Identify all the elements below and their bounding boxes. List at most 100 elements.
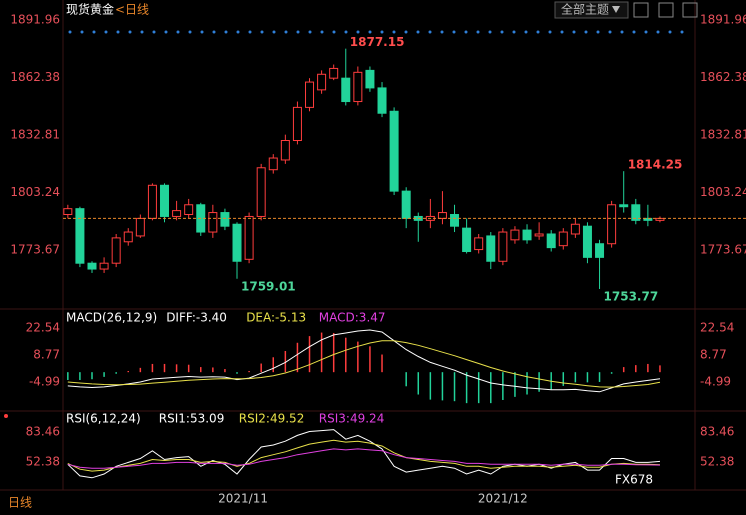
indicator-dot xyxy=(68,30,72,34)
candle-body xyxy=(256,167,266,217)
indicator-dot xyxy=(500,30,504,34)
indicator-dot xyxy=(584,30,588,34)
indicator-dot xyxy=(200,30,204,34)
series-line xyxy=(67,340,661,388)
indicator-dot xyxy=(572,30,576,34)
indicator-dot xyxy=(536,30,540,34)
candle-body xyxy=(172,210,182,217)
indicator-dot xyxy=(140,30,144,34)
indicator-dot xyxy=(608,30,612,34)
y-tick-label-right: 22.54 xyxy=(700,320,734,334)
y-tick-label: 1773.67 xyxy=(10,243,60,257)
indicator-dot xyxy=(392,30,396,34)
y-tick-label-right: 1891.96 xyxy=(700,12,746,26)
x-tick-label: 2021/12 xyxy=(478,492,528,506)
candle-body xyxy=(147,184,157,219)
candle-body xyxy=(305,81,315,108)
candle-body xyxy=(486,235,496,262)
indicator-dot xyxy=(596,30,600,34)
low-annotation: 1759.01 xyxy=(241,279,296,293)
candle-body xyxy=(377,87,387,114)
high-annotation: 1814.25 xyxy=(628,158,683,172)
indicator-dot xyxy=(260,30,264,34)
footer-period[interactable]: 日线 xyxy=(8,496,32,510)
y-tick-label: 22.54 xyxy=(26,320,60,334)
candle-body xyxy=(232,223,242,262)
candle-body xyxy=(498,231,508,262)
theme-button-label[interactable]: 全部主题 xyxy=(561,2,609,17)
candle-body xyxy=(353,71,363,103)
y-tick-label-right: 1773.67 xyxy=(700,243,746,257)
indicator-dot xyxy=(128,30,132,34)
candle-body xyxy=(280,139,290,161)
legend-entry: MACD:3.47 xyxy=(319,311,386,325)
instrument: 现货黄金 xyxy=(66,2,114,17)
indicator-dot xyxy=(176,30,180,34)
indicator-dot xyxy=(380,30,384,34)
indicator-dot xyxy=(680,30,684,34)
candle-body xyxy=(450,214,460,227)
candle-body xyxy=(160,184,170,217)
candle-body xyxy=(534,233,544,237)
indicator-dot xyxy=(212,30,216,34)
candle-body xyxy=(135,217,145,237)
indicator-dot xyxy=(404,30,408,34)
candle-body xyxy=(63,208,73,216)
y-tick-label-right: 52.38 xyxy=(700,455,734,469)
candle-body xyxy=(75,208,85,264)
indicator-dot xyxy=(428,30,432,34)
indicator-dot xyxy=(344,30,348,34)
candle-body xyxy=(365,69,375,89)
y-tick-label: -4.99 xyxy=(29,374,60,388)
candle-body xyxy=(208,212,218,233)
series-line xyxy=(67,329,661,393)
icon-button[interactable] xyxy=(633,2,649,18)
y-tick-label-right: 8.77 xyxy=(700,347,727,361)
candle-body xyxy=(631,204,641,221)
y-tick-label: 8.77 xyxy=(33,347,60,361)
indicator-dot xyxy=(116,30,120,34)
candle-body xyxy=(292,106,302,141)
legend-entry: RSI1:53.09 xyxy=(159,412,225,426)
candle-body xyxy=(268,157,278,171)
indicator-dot xyxy=(440,30,444,34)
candle-body xyxy=(389,110,399,192)
candle-body xyxy=(546,233,556,249)
y-tick-label: 1803.24 xyxy=(10,185,60,199)
candle-body xyxy=(244,215,254,260)
indicator-dot xyxy=(236,30,240,34)
icon-button[interactable] xyxy=(658,2,674,18)
legend-entry: DEA:-5.13 xyxy=(246,311,306,325)
y-tick-label: 1891.96 xyxy=(10,12,60,26)
y-tick-label-right: 1803.24 xyxy=(700,185,746,199)
candle-body xyxy=(99,262,109,270)
indicator-dot xyxy=(512,30,516,34)
indicator-dot xyxy=(416,30,420,34)
dropdown-icon[interactable] xyxy=(612,6,620,13)
indicator-dot xyxy=(332,30,336,34)
candle-body xyxy=(474,237,484,251)
y-tick-label-right: 83.46 xyxy=(700,425,734,439)
indicator-dot xyxy=(152,30,156,34)
candle-body xyxy=(184,204,194,216)
y-tick-label-right: -4.99 xyxy=(700,374,731,388)
frame xyxy=(0,0,746,491)
theme-button[interactable] xyxy=(554,1,629,19)
indicator-dot xyxy=(524,30,528,34)
y-tick-label: 52.38 xyxy=(26,455,60,469)
indicator-dot xyxy=(164,30,168,34)
candle-body xyxy=(437,212,447,219)
candle-body xyxy=(607,204,617,245)
y-tick-label: 1862.38 xyxy=(10,70,60,84)
y-tick-label-right: 1832.81 xyxy=(700,128,746,142)
legend-entry: RSI3:49.24 xyxy=(319,412,385,426)
candle-body xyxy=(619,204,629,208)
panel-marker xyxy=(4,414,8,418)
indicator-dot xyxy=(248,30,252,34)
candle-body xyxy=(643,217,653,221)
period[interactable]: <日线 xyxy=(115,3,149,17)
panel-title: RSI(6,12,24) xyxy=(66,412,141,426)
indicator-dot xyxy=(488,30,492,34)
candle-body xyxy=(510,229,520,241)
icon-button[interactable] xyxy=(682,2,698,18)
